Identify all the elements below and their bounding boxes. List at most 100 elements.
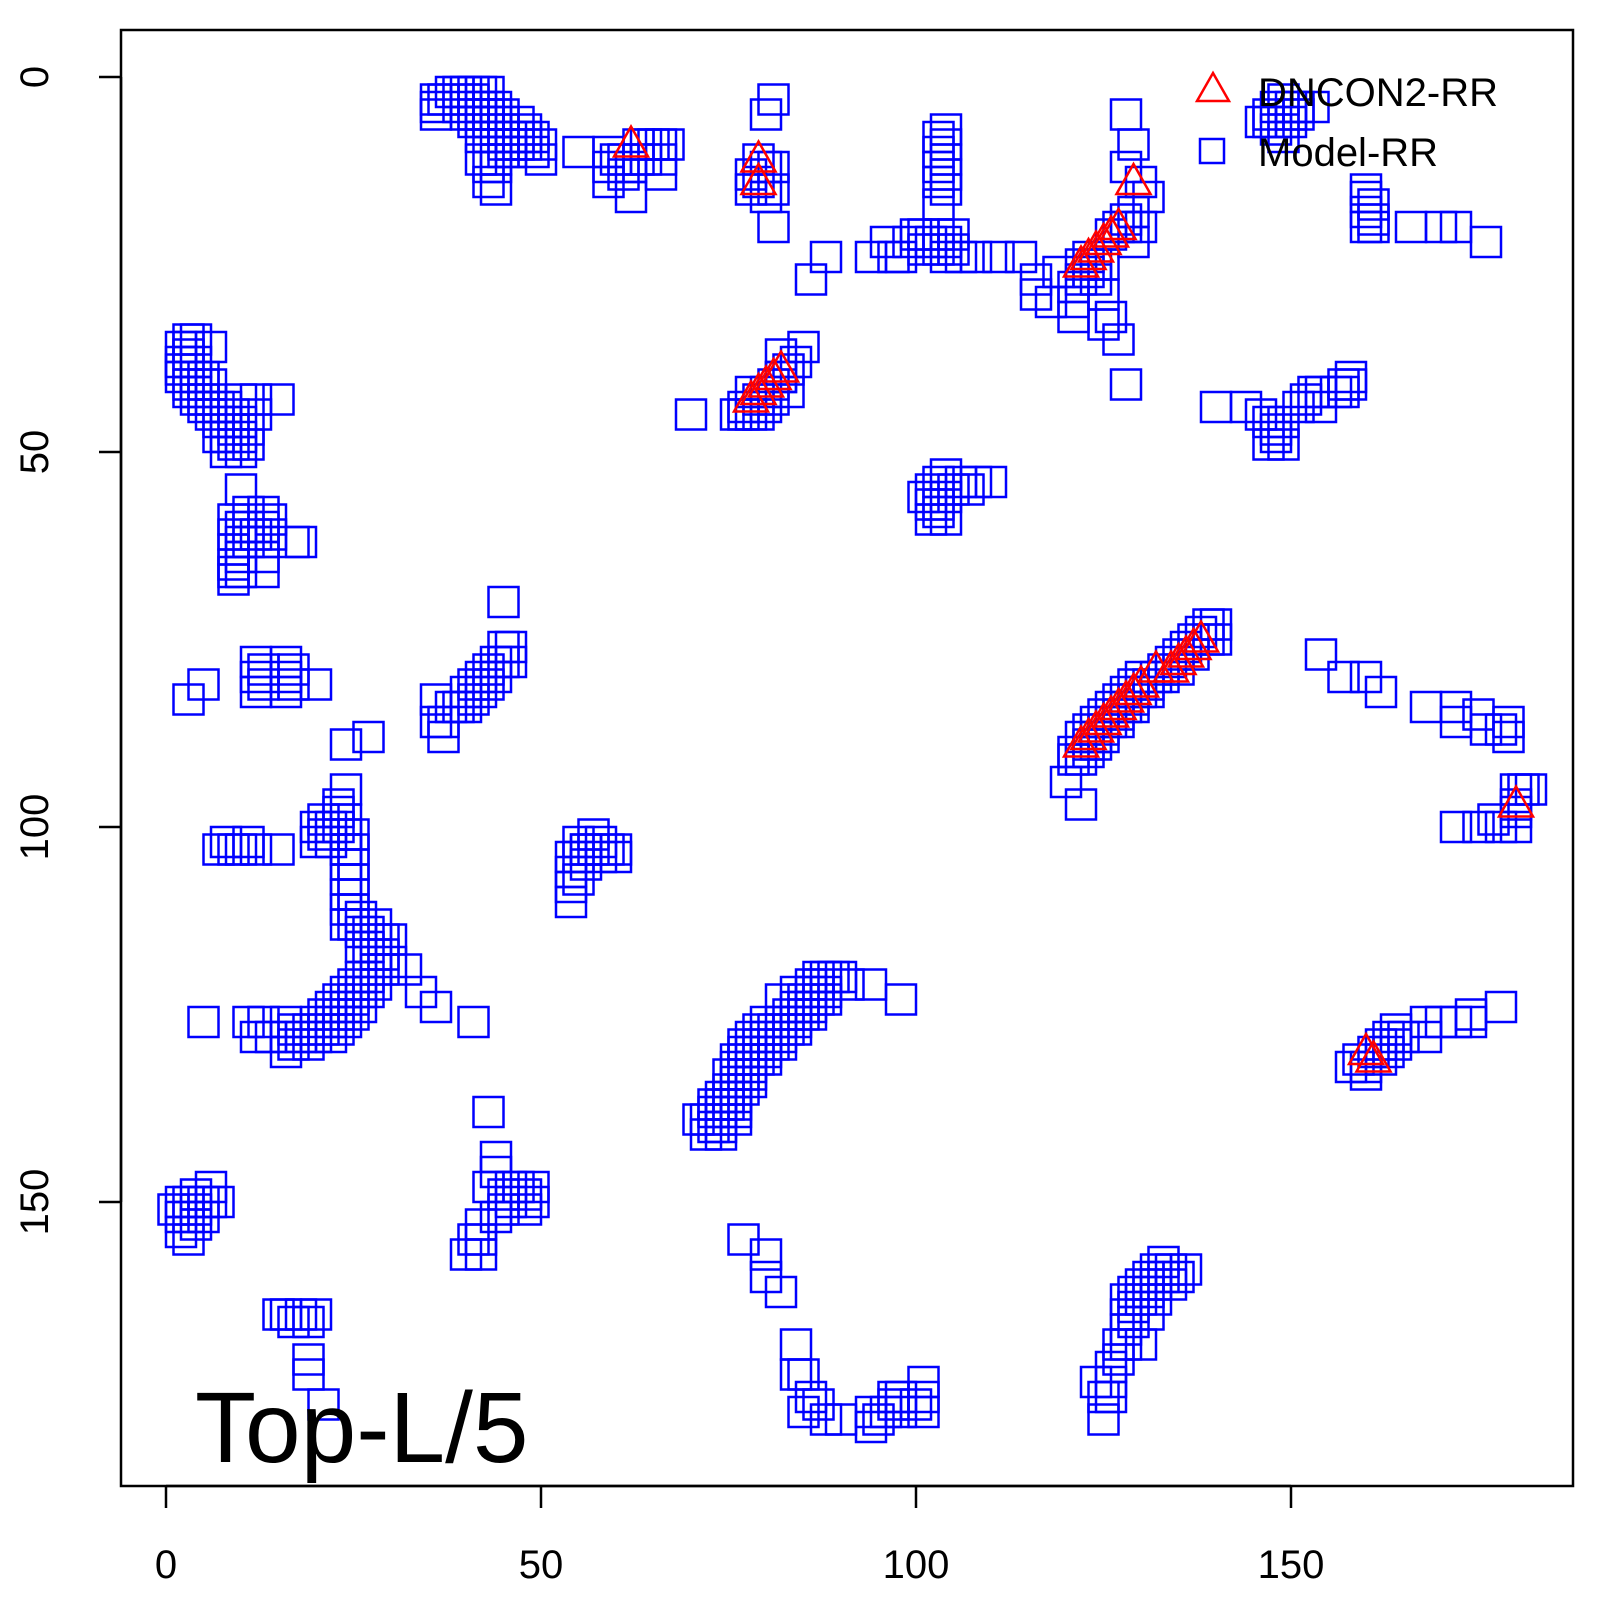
- model-rr-point: [479, 173, 513, 206]
- model-rr-point: [877, 1380, 910, 1414]
- model-rr-point: [1259, 420, 1293, 454]
- model-rr-point: [1364, 675, 1398, 709]
- dncon2-rr-point: [1114, 161, 1153, 196]
- model-rr-point: [187, 1005, 220, 1039]
- model-rr-point: [1484, 990, 1518, 1024]
- dncon2-rr-point: [1061, 723, 1101, 758]
- x-tick-label: 150: [1258, 1543, 1325, 1587]
- dncon2-rr-point: [1354, 1038, 1393, 1073]
- model-rr-point: [1297, 90, 1330, 124]
- model-rr-point: [1102, 323, 1135, 356]
- model-rr-point: [1162, 1260, 1195, 1294]
- model-rr-point: [1072, 735, 1105, 769]
- model-rr-point: [959, 240, 993, 274]
- model-rr-point: [1109, 368, 1143, 401]
- model-rr-point: [644, 158, 678, 191]
- model-rr-point: [1064, 248, 1098, 281]
- model-rr-point: [262, 383, 295, 416]
- dncon2-rr-point: [1174, 626, 1213, 661]
- model-rr-point: [224, 833, 258, 866]
- model-rr-point: [884, 983, 918, 1016]
- dncon2-rr-point: [1076, 228, 1116, 263]
- model-rr-point: [974, 465, 1008, 499]
- dncon2-rr-point: [739, 161, 778, 196]
- y-axis: 0 50 100 150: [13, 66, 123, 1236]
- model-rr-point: [937, 233, 970, 266]
- model-rr-point: [1357, 210, 1390, 244]
- model-rr-point: [757, 173, 790, 206]
- dncon2-rr-series: [611, 123, 1536, 1073]
- model-rr-point: [1492, 720, 1525, 754]
- model-rr-point: [749, 1238, 783, 1271]
- model-rr-point: [472, 1095, 505, 1129]
- model-rr-point: [1169, 1253, 1203, 1286]
- model-rr-point: [419, 990, 453, 1024]
- model-rr-point: [1334, 368, 1368, 401]
- dncon2-rr-point: [739, 371, 778, 406]
- model-rr-point: [194, 330, 228, 364]
- model-rr-point: [1094, 300, 1128, 334]
- dncon2-rr-point: [761, 348, 801, 383]
- model-rr-point: [419, 683, 453, 716]
- model-rr-point: [1109, 150, 1143, 184]
- model-rr-point: [1267, 428, 1300, 461]
- x-tick-label: 0: [155, 1543, 177, 1587]
- model-rr-point: [172, 323, 205, 356]
- model-rr-point: [1484, 713, 1518, 746]
- model-rr-point: [299, 668, 333, 701]
- y-tick-label: 0: [13, 66, 57, 88]
- model-rr-point: [329, 728, 363, 761]
- dncon2-rr-point: [1091, 213, 1131, 248]
- y-tick-label: 150: [13, 1169, 57, 1236]
- model-rr-point: [1072, 240, 1105, 274]
- model-rr-point: [554, 885, 588, 919]
- dncon2-rr-point: [611, 123, 651, 158]
- dncon2-rr-point: [1069, 236, 1108, 271]
- legend-model-marker: [1198, 137, 1226, 165]
- model-rr-point: [569, 833, 603, 866]
- model-rr-point: [614, 180, 648, 214]
- model-rr-point: [217, 555, 250, 589]
- legend-dncon2-marker: [1194, 70, 1232, 103]
- dncon2-rr-point: [1346, 1031, 1386, 1066]
- model-rr-point: [487, 1193, 520, 1226]
- dncon2-rr-point: [1076, 708, 1116, 743]
- model-rr-point: [899, 1388, 933, 1421]
- dncon2-rr-point: [754, 356, 793, 391]
- x-axis: 0 50 100 150: [155, 1484, 1325, 1587]
- model-rr-point: [1132, 1298, 1165, 1331]
- model-rr-point: [449, 1238, 483, 1271]
- x-tick-label: 50: [519, 1543, 564, 1587]
- dncon2-rr-point: [1181, 618, 1221, 653]
- model-rr-series: [157, 75, 1548, 1444]
- model-rr-point: [457, 1005, 490, 1039]
- dncon2-rr-point: [1099, 686, 1138, 721]
- model-rr-point: [187, 668, 220, 701]
- model-rr-point: [487, 585, 520, 619]
- model-rr-point: [1079, 728, 1113, 761]
- model-rr-point: [922, 165, 955, 199]
- model-rr-point: [299, 1298, 333, 1331]
- model-rr-point: [1109, 98, 1143, 131]
- dncon2-rr-point: [1106, 678, 1146, 713]
- dncon2-rr-point: [746, 363, 786, 398]
- model-rr-point: [524, 143, 558, 176]
- dncon2-rr-point: [731, 378, 771, 413]
- model-rr-point: [1102, 210, 1135, 244]
- model-rr-point: [202, 1185, 235, 1219]
- y-tick-label: 100: [13, 794, 57, 861]
- y-tick-label: 50: [13, 430, 57, 475]
- model-rr-point: [1109, 203, 1143, 236]
- model-rr-point: [749, 98, 783, 131]
- model-rr-point: [719, 1103, 753, 1136]
- x-tick-label: 100: [883, 1543, 950, 1587]
- model-rr-point: [922, 488, 955, 521]
- model-rr-point: [787, 1395, 820, 1429]
- model-rr-point: [1469, 225, 1503, 259]
- model-rr-point: [1349, 1058, 1383, 1091]
- dncon2-rr-point: [1084, 701, 1123, 736]
- model-rr-point: [277, 1013, 310, 1046]
- dncon2-rr-point: [1091, 693, 1131, 728]
- dncon2-rr-point: [1114, 671, 1153, 706]
